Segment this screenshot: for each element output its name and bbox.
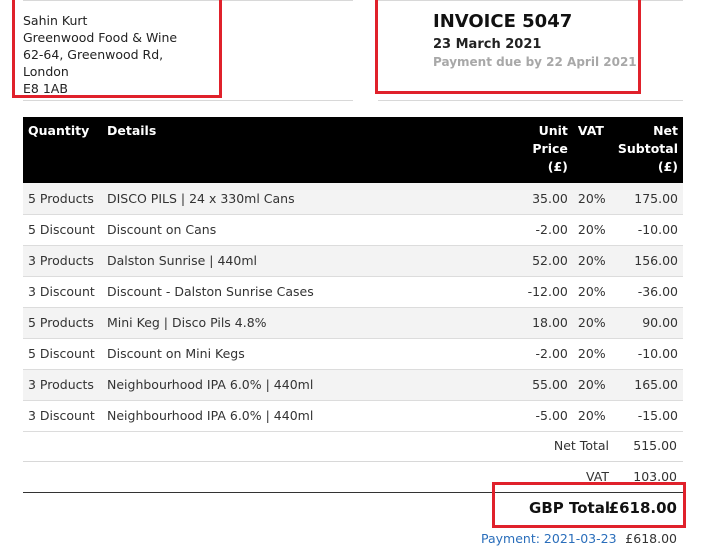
gbp-total-value: £618.00: [608, 499, 677, 517]
top-rule-right: [378, 0, 683, 1]
net-total-rule: [23, 461, 683, 462]
cell-vat: 20%: [572, 307, 613, 339]
cell-unit-price: 55.00: [487, 369, 573, 401]
cell-quantity: 3 Products: [23, 245, 102, 277]
net-total-label: Net Total: [553, 438, 609, 453]
cell-details: DISCO PILS | 24 x 330ml Cans: [102, 183, 488, 215]
customer-address: Sahin Kurt Greenwood Food & Wine 62-64, …: [23, 12, 177, 97]
customer-company: Greenwood Food & Wine: [23, 30, 178, 45]
header-unit-price: Unit Price (£): [487, 117, 573, 183]
cell-details: Mini Keg | Disco Pils 4.8%: [102, 307, 488, 339]
cell-quantity: 3 Discount: [23, 400, 102, 432]
cell-details: Dalston Sunrise | 440ml: [102, 245, 488, 277]
mid-rule-right: [378, 100, 683, 101]
cell-vat: 20%: [572, 245, 613, 277]
invoice-highlight-box: [375, 0, 641, 94]
customer-city: London: [23, 64, 69, 79]
table-row: 5 Products DISCO PILS | 24 x 330ml Cans 35…: [23, 183, 683, 215]
table-row: 3 Products Dalston Sunrise | 440ml 52.00 20…: [23, 245, 683, 277]
cell-net-subtotal: -10.00: [612, 338, 683, 370]
cell-unit-price: -2.00: [487, 214, 573, 246]
cell-net-subtotal: -10.00: [612, 214, 683, 246]
cell-net-subtotal: 165.00: [612, 369, 683, 401]
cell-vat: 20%: [572, 400, 613, 432]
mid-rule-left: [23, 100, 353, 101]
cell-details: Neighbourhood IPA 6.0% | 440ml: [102, 400, 488, 432]
table-row: 5 Discount Discount on Mini Kegs -2.00 20% -…: [23, 338, 683, 370]
cell-unit-price: -2.00: [487, 338, 573, 370]
table-row: 3 Discount Neighbourhood IPA 6.0% | 440ml…: [23, 400, 683, 432]
header-vat: VAT: [572, 117, 613, 183]
header-quantity: Quantity: [23, 117, 102, 183]
net-total-value: 515.00: [633, 438, 677, 453]
gbp-total-label: GBP Total: [529, 499, 610, 517]
cell-details: Discount on Cans: [102, 214, 488, 246]
cell-quantity: 5 Discount: [23, 214, 102, 246]
table-row: 3 Products Neighbourhood IPA 6.0% | 440ml…: [23, 369, 683, 401]
cell-net-subtotal: -15.00: [612, 400, 683, 432]
cell-vat: 20%: [572, 183, 613, 215]
header-net-subtotal: Net Subtotal (£): [612, 117, 683, 183]
address-highlight-box: [12, 0, 222, 98]
cell-net-subtotal: 90.00: [612, 307, 683, 339]
cell-details: Neighbourhood IPA 6.0% | 440ml: [102, 369, 488, 401]
table-row: 5 Discount Discount on Cans -2.00 20% -10.00: [23, 214, 683, 246]
cell-vat: 20%: [572, 214, 613, 246]
table-header-row: Quantity Details Unit Price (£) VAT Net …: [23, 117, 683, 183]
cell-details: Discount - Dalston Sunrise Cases: [102, 276, 488, 308]
cell-vat: 20%: [572, 338, 613, 370]
cell-net-subtotal: 156.00: [612, 245, 683, 277]
payment-amount: £618.00: [625, 531, 677, 546]
cell-quantity: 3 Discount: [23, 276, 102, 308]
customer-street: 62-64, Greenwood Rd,: [23, 47, 164, 62]
cell-details: Discount on Mini Kegs: [102, 338, 488, 370]
invoice-date: 23 March 2021: [433, 37, 542, 52]
total-highlight-box: [492, 482, 686, 528]
cell-unit-price: 18.00: [487, 307, 573, 339]
table-row: 3 Discount Discount - Dalston Sunrise Cas…: [23, 276, 683, 308]
cell-quantity: 3 Products: [23, 369, 102, 401]
cell-net-subtotal: 175.00: [612, 183, 683, 215]
table-row: 5 Products Mini Keg | Disco Pils 4.8% 18.0…: [23, 307, 683, 339]
cell-unit-price: -12.00: [487, 276, 573, 308]
payment-link[interactable]: Payment: 2021-03-23: [481, 531, 617, 546]
header-details: Details: [102, 117, 488, 183]
cell-quantity: 5 Discount: [23, 338, 102, 370]
cell-unit-price: 52.00: [487, 245, 573, 277]
cell-quantity: 5 Products: [23, 183, 102, 215]
vat-label: VAT: [586, 469, 609, 484]
grand-total-rule: [23, 492, 683, 493]
cell-vat: 20%: [572, 369, 613, 401]
invoice-due-date: Payment due by 22 April 2021: [433, 55, 637, 69]
vat-value: 103.00: [633, 469, 677, 484]
invoice-items-table: Quantity Details Unit Price (£) VAT Net …: [23, 117, 683, 432]
cell-unit-price: 35.00: [487, 183, 573, 215]
customer-name: Sahin Kurt: [23, 13, 88, 28]
cell-vat: 20%: [572, 276, 613, 308]
cell-net-subtotal: -36.00: [612, 276, 683, 308]
top-rule-left: [23, 0, 353, 1]
invoice-title: INVOICE 5047: [433, 11, 573, 32]
customer-postcode: E8 1AB: [23, 81, 68, 96]
cell-unit-price: -5.00: [487, 400, 573, 432]
cell-quantity: 5 Products: [23, 307, 102, 339]
